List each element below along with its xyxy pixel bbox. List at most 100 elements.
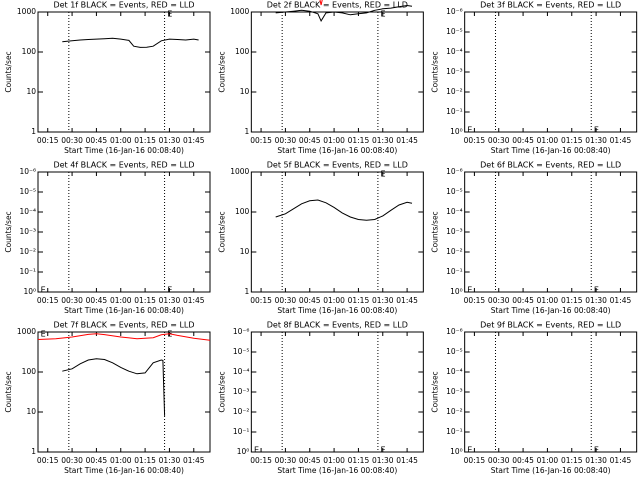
x-tick-label: 01:15 — [561, 136, 583, 145]
x-tick-label: 01:30 — [585, 296, 607, 305]
x-tick-label: 01:15 — [348, 136, 370, 145]
plot-frame — [464, 171, 638, 293]
y-tick-label: 100 — [235, 47, 250, 56]
y-axis-label: Counts/sec — [4, 211, 13, 252]
x-tick-label: 01:45 — [610, 296, 632, 305]
x-tick-label: 01:15 — [134, 456, 156, 465]
x-tick-label: 00:30 — [488, 136, 510, 145]
x-tick-label: 00:15 — [37, 136, 59, 145]
chart-title: Det 2f BLACK = Events, RED = LLD — [267, 1, 408, 10]
x-tick-label: 01:00 — [323, 296, 345, 305]
y-tick-label: 10⁰ — [237, 447, 250, 456]
x-tick-label: 00:45 — [512, 296, 534, 305]
y-tick-label: 1 — [245, 127, 250, 136]
annotation: E — [41, 286, 46, 295]
x-tick-label: 01:45 — [396, 296, 418, 305]
x-tick-label: 01:15 — [348, 296, 370, 305]
chart-title: Det 8f BLACK = Events, RED = LLD — [267, 321, 408, 330]
x-tick-label: 00:30 — [61, 296, 83, 305]
x-tick-label: 01:45 — [396, 456, 418, 465]
y-axis-label: Counts/sec — [4, 371, 13, 412]
x-tick-label: 01:00 — [110, 296, 132, 305]
plot-frame — [250, 11, 424, 133]
plot-frame — [37, 171, 211, 293]
y-tick-label: 100 — [22, 47, 37, 56]
x-tick-label: 01:30 — [372, 296, 394, 305]
y-axis-label: Counts/sec — [217, 371, 226, 412]
x-axis-label: Start Time (16-Jan-16 00:08:40) — [64, 306, 184, 315]
y-tick-label: 10⁻⁶ — [19, 167, 36, 176]
series-line — [275, 199, 413, 221]
y-tick-label: 10⁻² — [233, 407, 250, 416]
x-axis-label: Start Time (16-Jan-16 00:08:40) — [64, 466, 184, 475]
y-tick-label: 10⁻⁴ — [446, 207, 463, 216]
y-tick-label: 10⁻⁴ — [446, 47, 463, 56]
x-tick-label: 01:30 — [372, 136, 394, 145]
x-tick-label: 01:00 — [323, 456, 345, 465]
y-tick-label: 10 — [240, 87, 250, 96]
y-tick-label: 10⁻⁶ — [446, 167, 463, 176]
series-line — [275, 4, 413, 22]
y-axis-label: Counts/sec — [217, 51, 226, 92]
chart-title: Det 7f BLACK = Events, RED = LLD — [53, 321, 194, 330]
y-tick-label: 10⁻⁴ — [446, 367, 463, 376]
x-tick-label: 00:15 — [250, 296, 272, 305]
x-tick-label: 00:15 — [464, 456, 486, 465]
x-axis-label: Start Time (16-Jan-16 00:08:40) — [491, 466, 611, 475]
y-tick-label: 10⁻⁴ — [19, 207, 36, 216]
x-tick-label: 01:45 — [396, 136, 418, 145]
y-tick-label: 1 — [245, 287, 250, 296]
x-tick-label: 01:45 — [183, 136, 205, 145]
y-tick-label: 1000 — [17, 327, 36, 336]
x-axis-label: Start Time (16-Jan-16 00:08:40) — [491, 146, 611, 155]
x-tick-label: 00:30 — [488, 456, 510, 465]
y-tick-label: 1000 — [17, 7, 36, 16]
y-tick-label: 10⁻³ — [446, 387, 463, 396]
chart-title: Det 6f BLACK = Events, RED = LLD — [480, 161, 621, 170]
y-tick-label: 1 — [31, 447, 36, 456]
x-axis-label: Start Time (16-Jan-16 00:08:40) — [277, 466, 397, 475]
x-tick-label: 01:45 — [183, 296, 205, 305]
y-tick-label: 10⁻¹ — [446, 107, 463, 116]
x-tick-label: 00:30 — [61, 136, 83, 145]
y-tick-label: 10⁻³ — [446, 67, 463, 76]
y-tick-label: 10 — [26, 407, 36, 416]
y-tick-label: 100 — [235, 207, 250, 216]
plot-frame — [37, 331, 211, 453]
chart-title: Det 9f BLACK = Events, RED = LLD — [480, 321, 621, 330]
y-axis-label: Counts/sec — [431, 211, 440, 252]
y-tick-label: 1000 — [230, 167, 249, 176]
x-tick-label: 00:45 — [86, 136, 108, 145]
y-tick-label: 10⁻⁴ — [233, 367, 250, 376]
y-tick-label: 10⁻² — [19, 247, 36, 256]
y-tick-label: 10⁰ — [450, 287, 463, 296]
y-tick-label: 10⁻⁶ — [233, 327, 250, 336]
y-tick-label: 10⁻³ — [446, 227, 463, 236]
x-tick-label: 00:45 — [86, 296, 108, 305]
annotation: E — [594, 446, 599, 455]
x-tick-label: 00:15 — [464, 136, 486, 145]
x-tick-label: 01:45 — [610, 456, 632, 465]
x-tick-label: 01:15 — [561, 456, 583, 465]
series-line — [62, 37, 199, 48]
x-axis-label: Start Time (16-Jan-16 00:08:40) — [277, 306, 397, 315]
x-axis-label: Start Time (16-Jan-16 00:08:40) — [277, 146, 397, 155]
x-tick-label: 01:00 — [537, 296, 559, 305]
y-axis-label: Counts/sec — [431, 51, 440, 92]
chart-title: Det 5f BLACK = Events, RED = LLD — [267, 161, 408, 170]
x-tick-label: 01:00 — [110, 456, 132, 465]
plot-frame — [250, 171, 424, 293]
annotation: E — [467, 446, 472, 455]
plot-frame — [250, 331, 424, 453]
x-tick-label: 01:15 — [134, 136, 156, 145]
annotation: E — [381, 9, 386, 18]
x-tick-label: 01:30 — [372, 456, 394, 465]
y-tick-label: 1 — [31, 127, 36, 136]
y-tick-label: 10⁻⁵ — [446, 347, 463, 356]
annotation: E — [41, 329, 46, 338]
x-tick-label: 00:15 — [37, 296, 59, 305]
x-tick-label: 00:45 — [512, 456, 534, 465]
x-tick-label: 00:45 — [299, 136, 321, 145]
y-axis-label: Counts/sec — [4, 51, 13, 92]
y-tick-label: 10⁻² — [446, 247, 463, 256]
